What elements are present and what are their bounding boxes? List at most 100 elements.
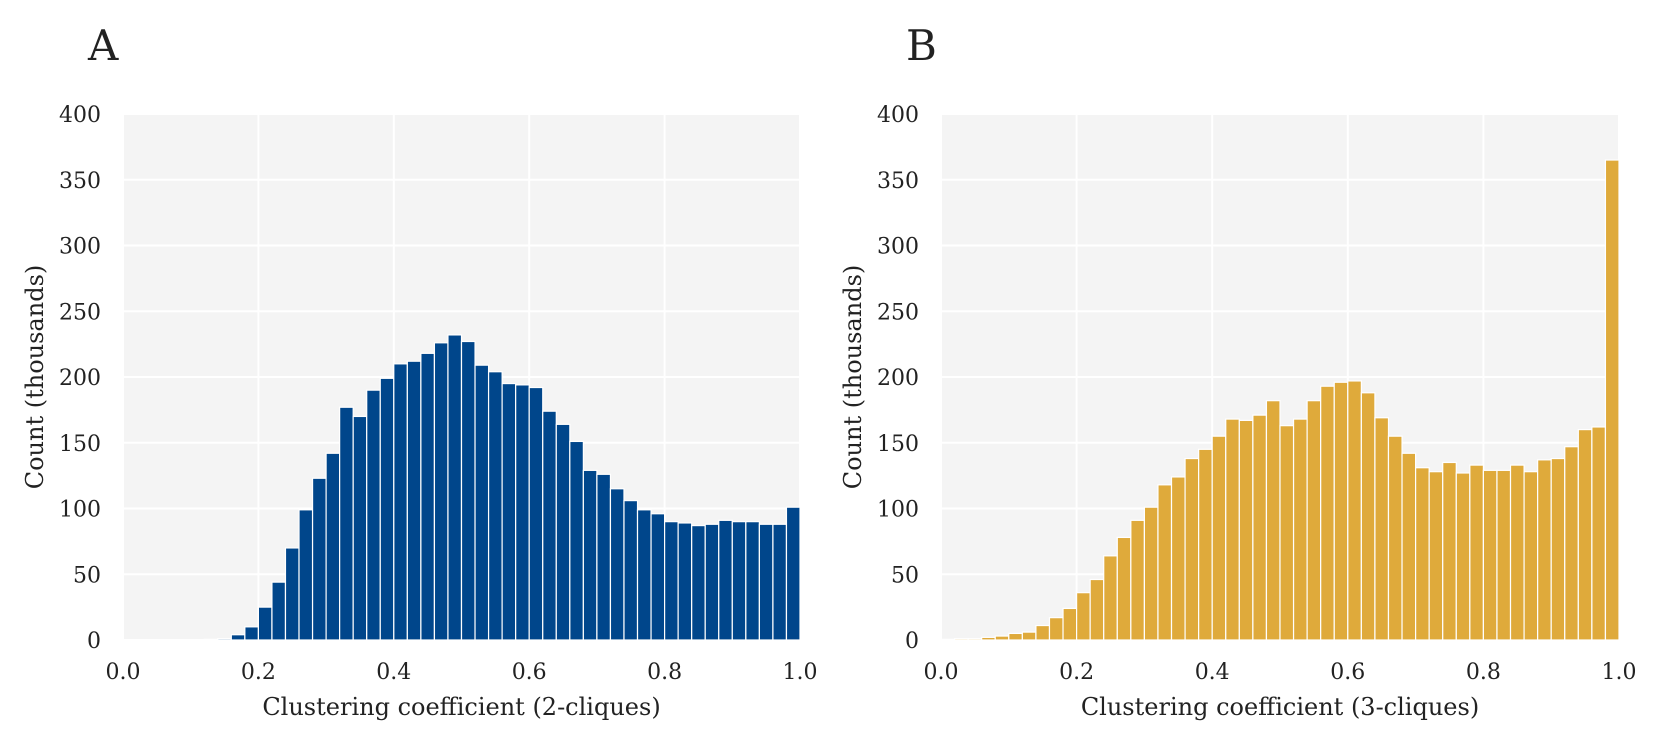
panel-b-bar (1496, 469, 1512, 641)
panel-a-ytick-label: 350 (59, 169, 101, 194)
panel-b-bar (1198, 448, 1213, 641)
panel-a-bar (515, 384, 530, 641)
panel-a-bar (433, 342, 449, 641)
panel-a-x-axis-label: Clustering coefficient (2-cliques) (262, 693, 660, 721)
panel-a-bar (745, 521, 760, 641)
panel-a-bar (217, 638, 232, 641)
panel-a-ytick-label: 150 (59, 432, 101, 457)
panel-a-bar (393, 363, 408, 641)
panel-a-y-axis-label: Count (thousands) (21, 265, 49, 490)
panel-b-bar (1320, 385, 1335, 641)
panel-a-bar (596, 473, 612, 641)
panel-a-bar (311, 477, 327, 641)
panel-a-ytick-label: 0 (87, 629, 101, 654)
panel-a-xtick-label: 0.6 (512, 660, 547, 685)
panel-b-bar (1604, 159, 1620, 641)
panel-a-bar (569, 440, 584, 641)
panel-a-xtick-label: 0.0 (106, 660, 141, 685)
panel-a-bar (582, 469, 598, 641)
panel-b-label: B (906, 21, 937, 70)
panel-b-xtick-label: 0.4 (1195, 660, 1230, 685)
panel-a-ytick-label: 50 (73, 563, 101, 588)
panel-a-bar (325, 452, 341, 641)
panel-b-bar (967, 638, 983, 641)
panel-b-bar (1550, 457, 1566, 641)
panel-b-bar (1021, 631, 1037, 641)
panel-b-bar (1184, 457, 1200, 641)
panel-b-ytick-label: 150 (877, 432, 919, 457)
panel-b-xtick-label: 0.0 (924, 660, 959, 685)
panel-b-bar (1306, 400, 1322, 641)
panel-b-bar (1577, 429, 1593, 641)
panel-a-bar (420, 352, 436, 641)
panel-b-y-axis-label: Count (thousands) (839, 265, 867, 490)
panel-b-ytick-label: 200 (877, 366, 919, 391)
panel-a-ytick-label: 300 (59, 235, 101, 260)
panel-b-bar (1238, 419, 1254, 641)
panel-b-bar (1225, 418, 1240, 641)
panel-a-bar (501, 382, 517, 641)
panel-a-bar (460, 340, 476, 641)
panel-a-bar (379, 377, 395, 641)
panel-b-bar (1075, 592, 1091, 641)
panel-a-xtick-label: 0.8 (647, 660, 682, 685)
panel-a-bar (650, 513, 666, 641)
panel-a-bar (663, 521, 679, 641)
panel-b-bar (1157, 484, 1173, 641)
panel-a-bar (609, 488, 625, 641)
panel-a-bar (731, 521, 747, 641)
panel-a-bar (555, 423, 571, 641)
panel-b-bar (1292, 418, 1308, 641)
panel-a-bar (542, 410, 557, 641)
panel-a-bar (447, 334, 463, 641)
panel-b-x-axis-label: Clustering coefficient (3-cliques) (1081, 693, 1479, 721)
panel-a-bar (339, 406, 354, 641)
panel-a-bar (704, 523, 720, 641)
panel-b-bar (1103, 555, 1118, 641)
panel-b-ytick-label: 350 (877, 169, 919, 194)
panel-b-bar (994, 635, 1010, 641)
panel-b-ytick-label: 0 (905, 629, 919, 654)
panel-a-bar (487, 371, 503, 641)
panel-b-bar (1428, 471, 1444, 641)
panel-b-bar (1089, 578, 1105, 641)
panel-a-bar (284, 547, 300, 641)
panel-b-bar (1469, 464, 1484, 641)
panel-b-bar (1347, 380, 1362, 641)
panel-b-xtick-label: 0.2 (1059, 660, 1094, 685)
panel-b-bar (1279, 425, 1295, 641)
panel-a-bar (528, 386, 544, 641)
panel-b-bar (1387, 435, 1403, 641)
panel-a-xtick-label: 0.2 (241, 660, 276, 685)
panel-b-ytick-label: 400 (877, 103, 919, 128)
panel-b-bar (1414, 467, 1430, 641)
panel-b-xtick-label: 0.8 (1466, 660, 1501, 685)
panel-b-bar (981, 636, 996, 641)
panel-a-bar (718, 519, 733, 641)
panel-b-bar (1509, 464, 1525, 641)
panel-b-xtick-label: 1.0 (1602, 660, 1637, 685)
panel-b-bar (940, 638, 956, 641)
panel-b-bar (1564, 446, 1579, 641)
panel-a-bar (203, 638, 219, 641)
panel-a-bar (352, 415, 368, 641)
panel-b-bar (1265, 400, 1281, 641)
panel-a-xtick-label: 1.0 (783, 660, 818, 685)
panel-b-bar (1442, 461, 1457, 641)
panel-b-bar (1211, 435, 1227, 641)
panel-a-bar (772, 523, 788, 641)
panel-a-bar (636, 509, 652, 641)
panel-a-label: A (87, 21, 119, 70)
panel-b-bar (1523, 471, 1539, 641)
panel-b-bar (1048, 617, 1064, 641)
panel-a-ytick-label: 200 (59, 366, 101, 391)
panel-b-ytick-label: 250 (877, 300, 919, 325)
panel-b-bar (1482, 469, 1498, 641)
panel-a-bar (244, 626, 260, 641)
panel-b-bar (953, 638, 969, 641)
panel-a-bar (271, 581, 287, 641)
panel-b-ytick-label: 50 (891, 563, 919, 588)
panel-b-bar (1360, 392, 1376, 641)
panel-a-bar (257, 606, 273, 641)
